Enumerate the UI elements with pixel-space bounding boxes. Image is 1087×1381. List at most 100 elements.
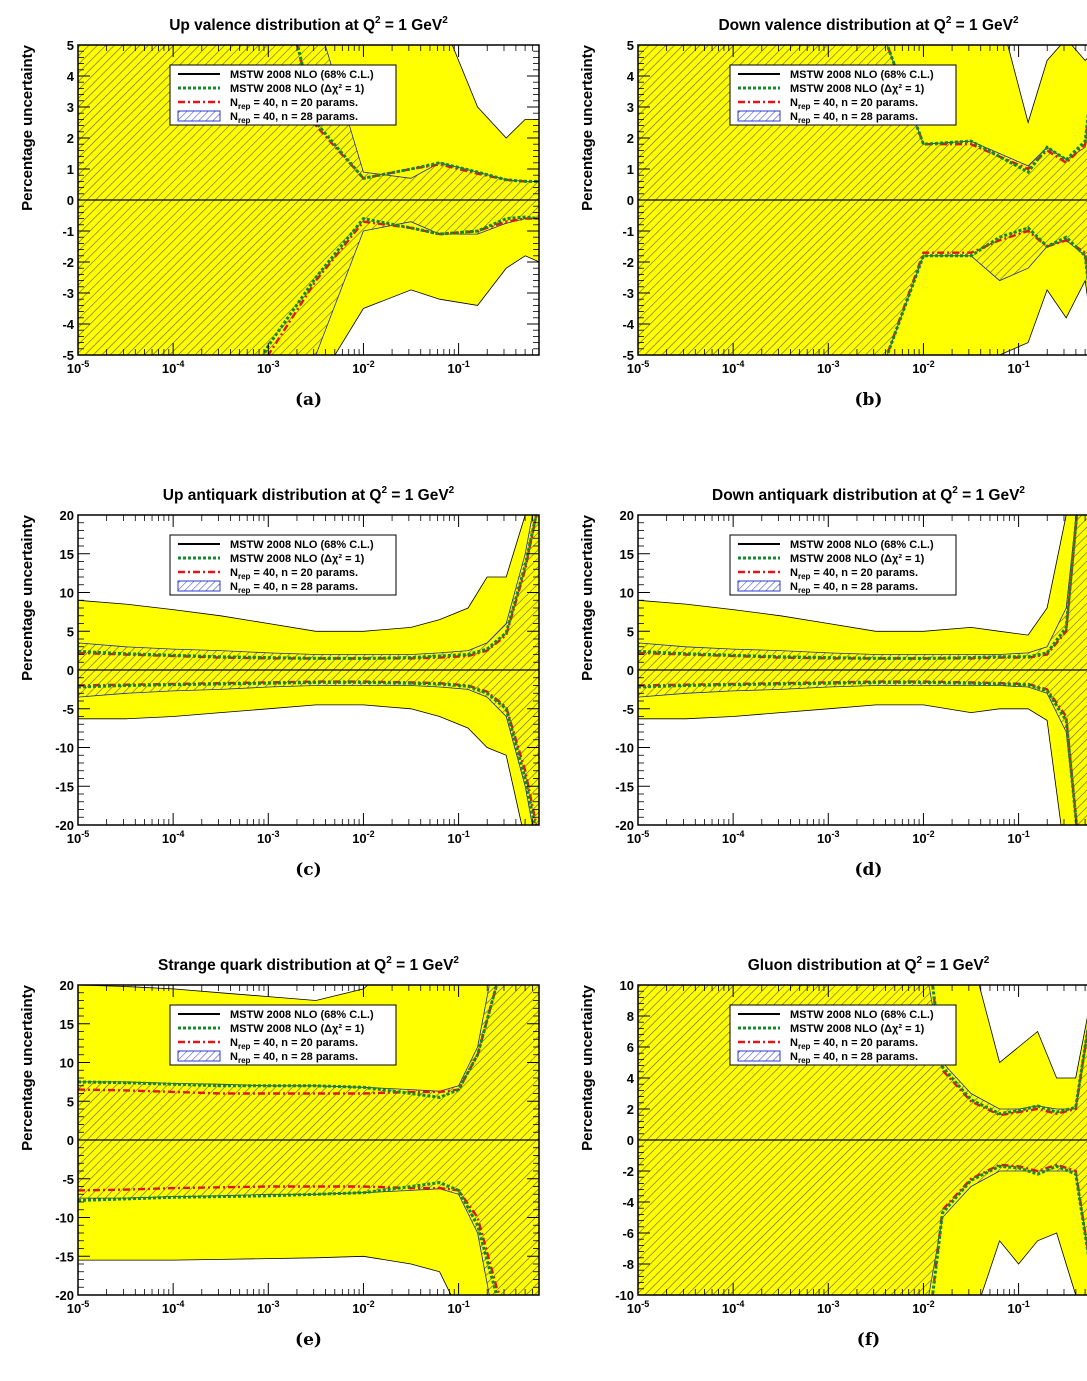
y-tick-label: 20 [60, 978, 74, 993]
x-tick-label: 10-1 [1007, 359, 1029, 375]
series-nrep20-lo [78, 680, 538, 825]
x-tick-label: 10-4 [722, 1299, 744, 1315]
y-tick-label: 4 [627, 69, 635, 84]
y-tick-label: -1 [622, 224, 634, 239]
chart-title-unit: = 1 GeV [951, 17, 1013, 34]
chart-b: Down valence distribution at Q2 = 1 GeV2… [579, 15, 1087, 375]
y-tick-label: 10 [60, 586, 74, 601]
y-tick-label: 5 [627, 38, 634, 53]
series-dchi2-lo [638, 680, 1079, 825]
y-tick-label: -15 [55, 1249, 74, 1264]
y-tick-label: -10 [615, 741, 634, 756]
series-nrep20-hi [78, 515, 538, 660]
x-tick-label: 10-4 [162, 829, 184, 845]
y-tick-label: -10 [55, 741, 74, 756]
x-tick-label: 10-2 [912, 1299, 934, 1315]
y-axis-label: Percentage uncertainty [19, 514, 36, 681]
y-tick-label: 1 [627, 162, 634, 177]
chart-title-unit-sup: 2 [1019, 485, 1025, 496]
series-dchi2-lo [78, 1181, 499, 1295]
x-tick-label: 10-5 [627, 1299, 649, 1315]
plot-area [638, 45, 1087, 355]
y-tick-label: 3 [67, 100, 74, 115]
chart-title-main: Down antiquark distribution at Q [712, 487, 952, 504]
series-dchi2-hi [638, 515, 1079, 660]
x-tick-label: 10-4 [722, 359, 744, 375]
y-tick-label: -3 [622, 286, 634, 301]
series-dchi2-hi [78, 515, 538, 660]
legend-label: Nrep = 40, n = 20 params. [790, 1037, 918, 1051]
figure-caption: (f) [856, 1330, 881, 1350]
legend-label: MSTW 2008 NLO (Δχ² = 1) [790, 1023, 925, 1035]
x-tick-label: 10-2 [352, 1299, 374, 1315]
y-axis-label: Percentage uncertainty [579, 44, 596, 211]
legend-label: Nrep = 40, n = 28 params. [230, 1051, 358, 1065]
legend: MSTW 2008 NLO (68% C.L.) MSTW 2008 NLO (Δ… [169, 1004, 397, 1066]
series-dchi2-hi [931, 985, 1087, 1116]
chart-d: Down antiquark distribution at Q2 = 1 Ge… [579, 485, 1087, 845]
chart-title-unit-sup: 2 [984, 955, 990, 966]
y-tick-label: -2 [62, 255, 74, 270]
x-tick-label: 10-2 [352, 829, 374, 845]
legend-label: Nrep = 40, n = 20 params. [790, 97, 918, 111]
x-tick-label: 10-1 [447, 829, 469, 845]
y-tick-label: 0 [627, 193, 634, 208]
legend-swatch-nrep28 [177, 110, 221, 122]
chart-title-sup: 2 [375, 15, 381, 26]
y-tick-label: 2 [627, 131, 634, 146]
figure-caption: (b) [854, 390, 883, 410]
legend: MSTW 2008 NLO (68% C.L.) MSTW 2008 NLO (Δ… [729, 534, 957, 596]
y-tick-label: -4 [622, 317, 634, 332]
y-tick-label: 0 [627, 1133, 634, 1148]
series-dchi2-lo [262, 215, 539, 355]
y-tick-label: 4 [627, 1071, 635, 1086]
y-tick-label: 2 [627, 1102, 634, 1117]
series-nrep20-lo [885, 229, 1087, 355]
y-tick-label: -3 [62, 286, 74, 301]
series-dchi2-hi [78, 985, 499, 1099]
chart-e: Strange quark distribution at Q2 = 1 GeV… [19, 955, 540, 1315]
y-tick-label: 8 [627, 1009, 634, 1024]
legend-swatch-nrep28 [177, 1050, 221, 1062]
figure-caption: (c) [295, 860, 322, 880]
chart-title: Strange quark distribution at Q2 = 1 GeV… [158, 955, 459, 974]
legend-swatch-nrep28 [177, 580, 221, 592]
legend-label: Nrep = 40, n = 20 params. [790, 567, 918, 581]
x-tick-label: 10-3 [257, 1299, 279, 1315]
chart-title-main: Up valence distribution at Q [169, 17, 375, 34]
legend-label: Nrep = 40, n = 28 params. [230, 581, 358, 595]
legend-swatch-nrep28 [737, 1050, 781, 1062]
legend-label: Nrep = 40, n = 20 params. [230, 97, 358, 111]
y-tick-label: -20 [615, 818, 634, 833]
series-nrep20-hi [931, 985, 1087, 1117]
y-tick-label: -4 [62, 317, 74, 332]
y-axis-label: Percentage uncertainty [19, 984, 36, 1151]
legend-label: Nrep = 40, n = 20 params. [230, 1037, 358, 1051]
x-tick-label: 10-1 [1007, 1299, 1029, 1315]
chart-title-unit: = 1 GeV [381, 17, 443, 34]
y-tick-label: -10 [615, 1288, 634, 1303]
y-tick-label: 10 [620, 978, 634, 993]
y-tick-label: -20 [55, 818, 74, 833]
x-tick-label: 10-5 [627, 359, 649, 375]
legend: MSTW 2008 NLO (68% C.L.) MSTW 2008 NLO (Δ… [729, 1004, 957, 1066]
legend-label: MSTW 2008 NLO (68% C.L.) [230, 539, 374, 551]
y-tick-label: -5 [62, 702, 74, 717]
chart-title: Down valence distribution at Q2 = 1 GeV2 [718, 15, 1019, 34]
chart-title: Down antiquark distribution at Q2 = 1 Ge… [712, 485, 1025, 504]
chart-title-main: Down valence distribution at Q [718, 17, 945, 34]
y-tick-label: -5 [62, 1172, 74, 1187]
legend-label: MSTW 2008 NLO (68% C.L.) [230, 1009, 374, 1021]
chart-title: Gluon distribution at Q2 = 1 GeV2 [748, 955, 990, 974]
legend-label: MSTW 2008 NLO (Δχ² = 1) [230, 83, 365, 95]
x-tick-label: 10-5 [67, 359, 89, 375]
y-tick-label: 5 [67, 624, 74, 639]
legend-label: MSTW 2008 NLO (Δχ² = 1) [230, 553, 365, 565]
y-tick-label: -4 [622, 1195, 634, 1210]
legend-label: MSTW 2008 NLO (68% C.L.) [790, 539, 934, 551]
y-tick-label: -8 [622, 1257, 634, 1272]
x-tick-label: 10-4 [722, 829, 744, 845]
x-tick-label: 10-2 [912, 829, 934, 845]
legend-label: MSTW 2008 NLO (68% C.L.) [790, 1009, 934, 1021]
